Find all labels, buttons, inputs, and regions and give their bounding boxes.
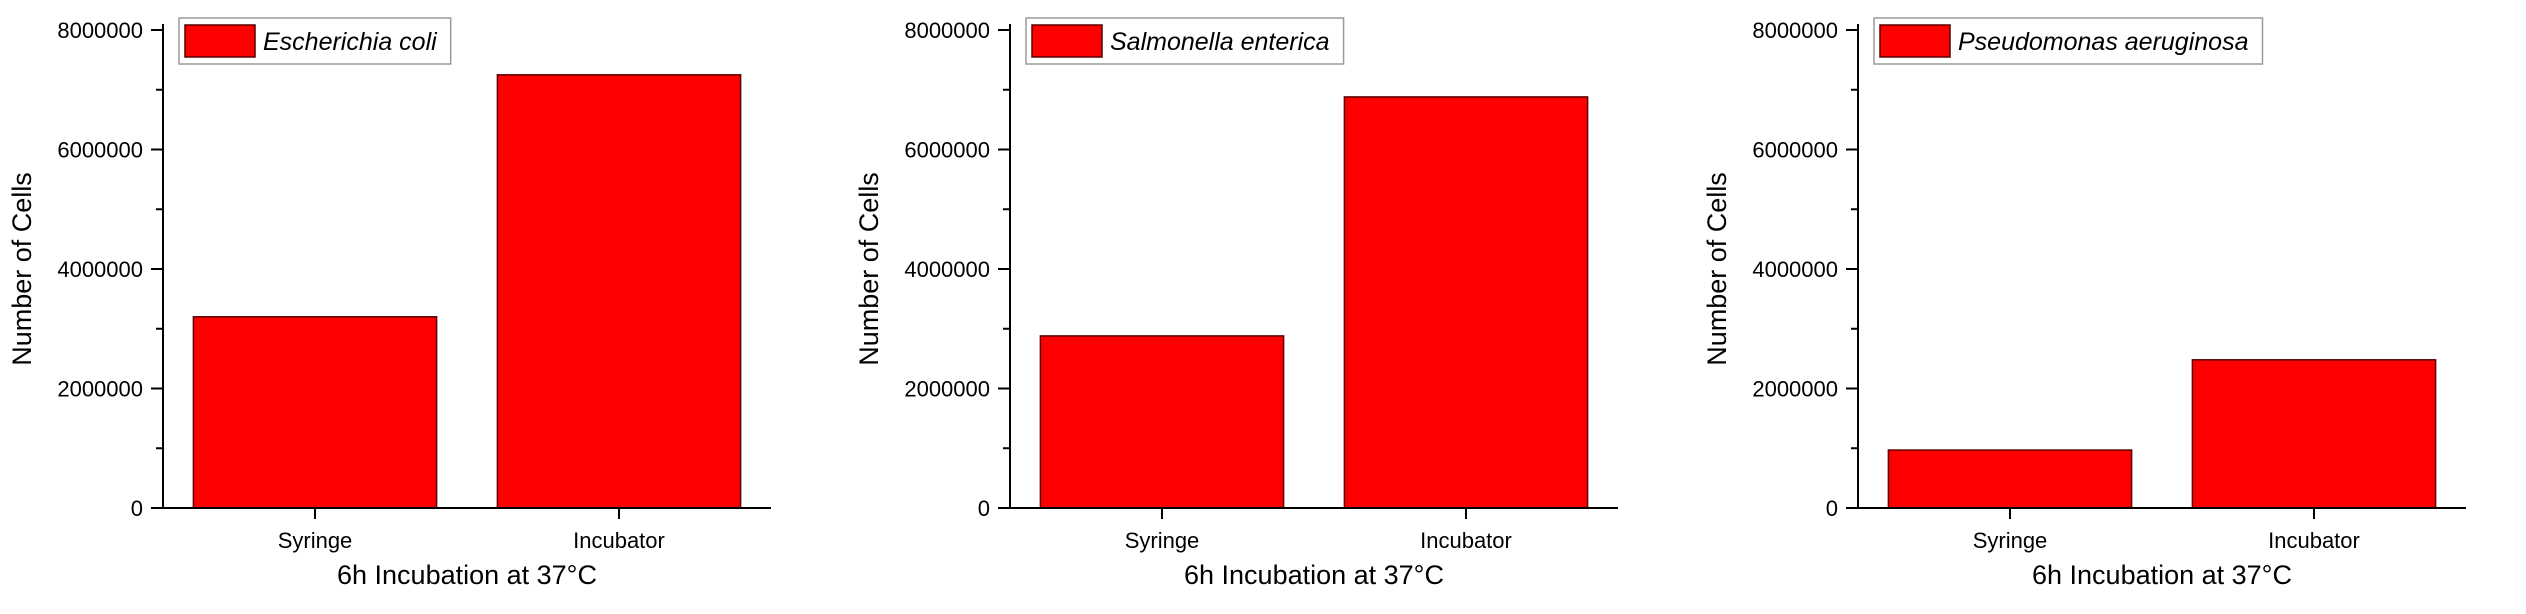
legend: Salmonella enterica	[1025, 17, 1345, 65]
y-axis-title: Number of Cells	[7, 172, 37, 366]
legend-swatch	[1031, 24, 1103, 58]
y-axis-title: Number of Cells	[1702, 172, 1732, 366]
y-tick-label: 4000000	[1752, 257, 1838, 282]
x-axis-title: 6h Incubation at 37°C	[337, 560, 597, 590]
x-tick-label: Incubator	[573, 528, 665, 553]
bar-incubator	[496, 74, 742, 509]
y-tick-label: 6000000	[57, 138, 143, 163]
legend-label: Salmonella enterica	[1110, 28, 1330, 56]
chart-panel-3: 0 2000000 4000000 6000000 8000000 Syringe Incu…	[1702, 17, 2466, 590]
chart-panel-2: 0 2000000 4000000 6000000 8000000 Syringe Incu…	[854, 17, 1618, 590]
x-tick-label: Syringe	[1125, 528, 1200, 553]
y-tick-label: 8000000	[904, 18, 990, 43]
x-axis-title: 6h Incubation at 37°C	[1184, 560, 1444, 590]
x-axis-title: 6h Incubation at 37°C	[2032, 560, 2292, 590]
bar-syringe	[1887, 449, 2133, 509]
bar-syringe	[192, 316, 438, 509]
y-tick-label: 8000000	[57, 18, 143, 43]
legend-label: Pseudomonas aeruginosa	[1958, 28, 2249, 56]
chart-panel-1: 0 2000000 4000000 6000000 8000000 Syringe Incu…	[7, 17, 771, 590]
y-axis-title: Number of Cells	[854, 172, 884, 366]
y-tick-label: 2000000	[57, 377, 143, 402]
x-tick-label: Incubator	[2268, 528, 2360, 553]
bar-incubator	[2191, 359, 2437, 509]
y-tick-label: 6000000	[1752, 138, 1838, 163]
y-tick-label: 8000000	[1752, 18, 1838, 43]
x-tick-label: Incubator	[1420, 528, 1512, 553]
y-tick-label: 2000000	[904, 377, 990, 402]
y-tick-label: 6000000	[904, 138, 990, 163]
bar-syringe	[1039, 335, 1285, 509]
y-tick-label: 4000000	[57, 257, 143, 282]
y-tick-label: 2000000	[1752, 377, 1838, 402]
legend-swatch	[184, 24, 256, 58]
y-tick-label: 4000000	[904, 257, 990, 282]
legend-swatch	[1879, 24, 1951, 58]
legend: Escherichia coli	[178, 17, 452, 65]
y-tick-label: 0	[131, 496, 143, 521]
legend-label: Escherichia coli	[263, 28, 438, 56]
bar-incubator	[1343, 96, 1589, 509]
legend: Pseudomonas aeruginosa	[1873, 17, 2264, 65]
x-tick-label: Syringe	[278, 528, 353, 553]
y-tick-label: 0	[978, 496, 990, 521]
y-tick-label: 0	[1826, 496, 1838, 521]
x-tick-label: Syringe	[1973, 528, 2048, 553]
